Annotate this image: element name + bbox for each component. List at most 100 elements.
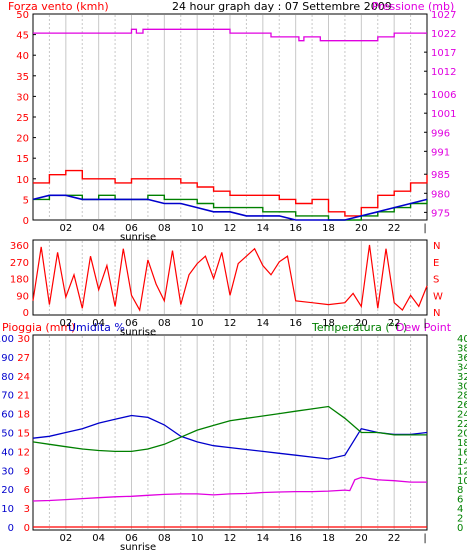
x-tick-end: | [423, 223, 426, 234]
x-tick-label: 14 [256, 318, 269, 329]
pressure-tick-label: 975 [431, 208, 450, 219]
wind-speed-tick-label: 20 [16, 134, 29, 145]
wind-speed-tick-label: 30 [16, 92, 29, 103]
x-tick-label: 14 [256, 533, 269, 544]
wind-direction-tick-label: 180 [10, 275, 29, 286]
compass-label: E [433, 258, 439, 269]
sunrise-label: sunrise [120, 327, 156, 338]
rain-tick-label: 30 [17, 334, 30, 345]
pressure-line [33, 28, 427, 42]
dew-point-line [32, 476, 427, 502]
rain-tick-label: 27 [17, 353, 30, 364]
temperature-tick-label: 2 [457, 514, 463, 525]
pressure-tick-label: 980 [431, 189, 450, 200]
x-tick-end: | [423, 533, 426, 544]
temperature-tick-label: 6 [457, 495, 463, 506]
pressure-tick-label: 1012 [431, 67, 456, 78]
wind-average-line [32, 194, 428, 221]
x-tick-label: 02 [59, 223, 72, 234]
x-tick-label: 12 [224, 318, 237, 329]
x-tick-label: 16 [289, 533, 302, 544]
wind-speed-tick-label: 5 [23, 195, 29, 206]
temperature-tick-label: 26 [457, 400, 467, 411]
wind-direction-tick-label: 90 [16, 291, 29, 302]
humidity-tick-label: 10 [1, 504, 14, 515]
x-tick-end: | [423, 318, 426, 329]
pressure-tick-label: 1022 [431, 29, 456, 40]
x-tick-label: 06 [125, 533, 138, 544]
x-tick-label: 20 [355, 533, 368, 544]
sunrise-label: sunrise [120, 232, 156, 243]
wind-speed-tick-label: 10 [16, 175, 29, 186]
humidity-tick-label: 90 [1, 353, 14, 364]
temperature-tick-label: 28 [457, 391, 467, 402]
temperature-tick-label: 18 [457, 438, 467, 449]
wind-speed-tick-label: 35 [16, 72, 29, 83]
pressure-tick-label: 991 [431, 147, 450, 158]
x-tick-label: 16 [289, 318, 302, 329]
wind-speed-tick-label: 25 [16, 113, 29, 124]
wind-direction-line [32, 244, 428, 312]
wind-speed-tick-label: 0 [23, 216, 29, 227]
x-tick-label: 22 [388, 533, 401, 544]
pressure-tick-label: 996 [431, 128, 450, 139]
compass-label: N [433, 308, 440, 319]
rain-tick-label: 24 [17, 372, 30, 383]
temperature-tick-label: 20 [457, 429, 467, 440]
temperature-tick-label: 8 [457, 485, 463, 496]
x-tick-label: 10 [191, 318, 204, 329]
wind-direction-tick-label: 0 [23, 308, 29, 319]
humidity-tick-label: 20 [1, 485, 14, 496]
x-tick-label: 06 [125, 318, 138, 329]
humidity-tick-label: 80 [1, 372, 14, 383]
humidity-tick-label: 0 [8, 523, 14, 534]
x-tick-label: 12 [224, 533, 237, 544]
wind-pressure-panel: 0 5 10 15 20 25 30 35 40 45 50 975 980 985 991 996 1001 1… [16, 10, 456, 243]
temperature-tick-label: 32 [457, 372, 467, 383]
pressure-tick-label: 1017 [431, 48, 456, 59]
x-tick-label: 18 [322, 533, 335, 544]
x-tick-label: 18 [322, 318, 335, 329]
temperature-tick-label: 4 [457, 504, 463, 515]
rain-tick-label: 12 [17, 447, 30, 458]
wind-speed-axis-title: Forza vento (kmh) [8, 0, 109, 13]
x-tick-label: 08 [158, 223, 171, 234]
x-tick-label: 10 [191, 223, 204, 234]
pressure-tick-label: 1027 [431, 10, 456, 21]
humidity-tick-label: 30 [1, 466, 14, 477]
humidity-tick-label: 70 [1, 391, 14, 402]
rain-tick-label: 3 [24, 504, 30, 515]
x-tick-label: 04 [92, 223, 105, 234]
rain-humidity-temperature-panel: 0102030405060708090100036912151821242730… [0, 334, 467, 553]
wind-speed-tick-label: 40 [16, 51, 29, 62]
compass-label: N [433, 241, 440, 252]
x-tick-label: 18 [322, 223, 335, 234]
temperature-tick-label: 40 [457, 334, 467, 345]
x-tick-label: 22 [388, 318, 401, 329]
pressure-tick-label: 1006 [431, 90, 456, 101]
temperature-tick-label: 14 [457, 457, 467, 468]
x-tick-label: 14 [256, 223, 269, 234]
x-tick-label: 16 [289, 223, 302, 234]
wind-speed-tick-label: 50 [16, 10, 29, 21]
pressure-axis-title: Pressione (mb) [372, 0, 454, 13]
pressure-tick-label: 1001 [431, 109, 456, 120]
rain-tick-label: 6 [24, 485, 30, 496]
x-tick-label: 20 [355, 223, 368, 234]
humidity-tick-label: 100 [0, 334, 14, 345]
x-tick-label: 08 [158, 318, 171, 329]
humidity-line [32, 414, 428, 460]
humidity-axis-title: Umidita % [68, 321, 125, 334]
sunrise-label: sunrise [120, 542, 156, 553]
temperature-tick-label: 10 [457, 476, 467, 487]
chart-title: 24 hour graph day : 07 Settembre 2009 [172, 0, 392, 13]
temperature-tick-label: 30 [457, 381, 467, 392]
temperature-tick-label: 36 [457, 353, 467, 364]
wind-speed-tick-label: 15 [16, 154, 29, 165]
humidity-tick-label: 60 [1, 410, 14, 421]
rain-tick-label: 15 [17, 429, 30, 440]
wind-gust-line [33, 169, 428, 217]
x-tick-label: 02 [59, 318, 72, 329]
